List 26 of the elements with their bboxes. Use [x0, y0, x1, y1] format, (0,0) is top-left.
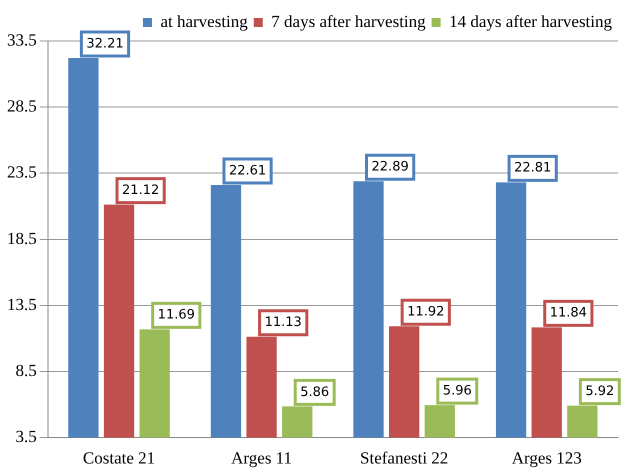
- y-tick-label: 28.5: [7, 96, 37, 116]
- data-label: 22.61: [228, 163, 266, 178]
- x-tick-label: Costate 21: [82, 448, 156, 468]
- y-tick-label: 18.5: [7, 228, 37, 248]
- x-tick-label: Arges 11: [231, 448, 292, 468]
- data-label: 11.84: [550, 306, 587, 321]
- data-label: 11.69: [158, 308, 195, 323]
- data-label: 11.92: [407, 304, 444, 320]
- legend-label: 14 days after harvesting: [449, 12, 612, 31]
- y-tick-label: 3.5: [16, 427, 37, 446]
- y-tick-label: 33.5: [7, 30, 37, 50]
- data-label: 21.12: [122, 183, 160, 198]
- data-label: 5.86: [300, 384, 330, 400]
- y-tick-label: 13.5: [7, 294, 37, 314]
- legend-label: 7 days after harvesting: [271, 12, 426, 31]
- data-label: 5.92: [585, 384, 614, 399]
- y-tick-label: 23.5: [7, 162, 37, 182]
- data-label: 22.89: [372, 160, 409, 175]
- x-tick-label: Arges 123: [512, 448, 582, 468]
- data-label: 11.13: [264, 315, 302, 330]
- y-tick-label: 8.5: [16, 360, 37, 380]
- x-tick-label: Stefanesti 22: [360, 448, 448, 468]
- data-label: 32.21: [86, 36, 124, 52]
- data-label: 5.96: [442, 383, 472, 398]
- legend-label: at harvesting: [160, 12, 248, 31]
- data-label: 22.81: [514, 160, 552, 176]
